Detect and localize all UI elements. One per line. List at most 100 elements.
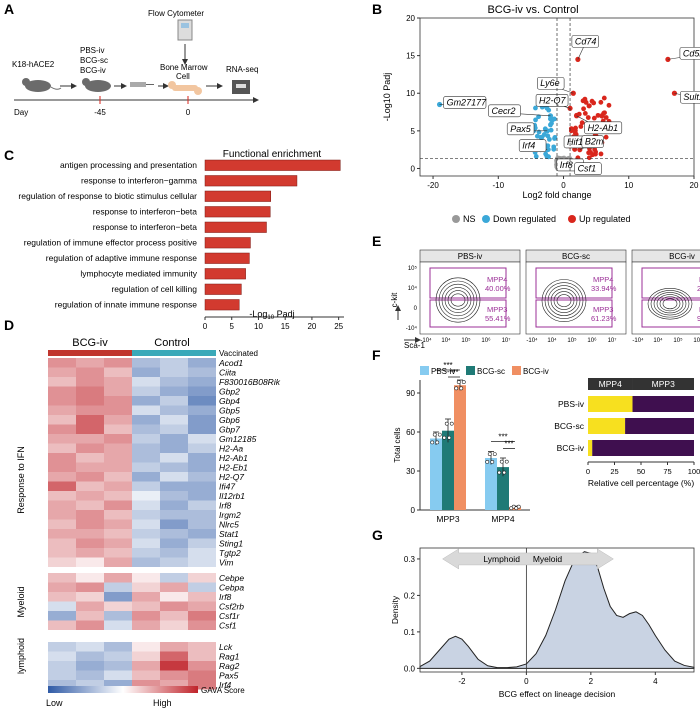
heatmap-cell [132,453,160,463]
heatmap-cell [160,415,188,425]
flow-x-tick-label: 10⁶ [587,337,597,344]
heatmap-cell [48,462,76,472]
volcano-axes: -20 -10 0 10 20 0 5 10 15 20 [406,14,699,190]
heatmap-cell [160,573,188,583]
heatmap-cell [188,500,216,510]
heatmap-cell [104,462,132,472]
heatmap-cell [76,538,104,548]
f1-x-tick-label: MPP4 [491,514,514,524]
volcano-label-box [679,47,700,60]
panel-b-volcano: BCG-iv vs. Control Cd5l Cd74 Ly6e Gm27177 Su… [382,4,700,224]
treatment-label-2: BCG-sc [80,56,108,65]
f1-dot [459,386,464,391]
heatmap-cell [188,642,216,652]
f1-dot [499,459,504,464]
volcano-point-down [533,105,538,111]
heatmap-gene-label: H2-Aa [219,444,243,454]
heatmap-group-control: Control [154,337,189,349]
heatmap-cell [160,592,188,602]
heatmap-gene-labels: Acod1CiitaF830016B08RikGbp2Gbp4Gbp5Gbp6G… [218,358,281,690]
heatmap-gene-label: Gbp2 [219,387,240,397]
flow-contour [556,294,572,307]
heatmap-cell [132,611,160,621]
f1-dot [447,435,452,440]
f2-bar-segment [625,418,694,434]
f1-dot [497,470,502,475]
flow-y-tick-label: -10⁴ [406,325,418,332]
enrichment-title: Functional enrichment [223,149,322,160]
f1-y-tick-label: 30 [406,467,415,476]
volcano-point-up [606,102,612,108]
heatmap-cell [188,481,216,491]
heatmap-cell [48,415,76,425]
heatmap-cell [160,680,188,690]
volcano-point-labeled [544,128,550,134]
volcano-gene-label: Cd5l [683,48,700,58]
heatmap-cell [76,434,104,444]
enrichment-bar [204,159,341,171]
heatmap-cell [160,367,188,377]
enrichment-bar [204,252,250,264]
volcano-gene-label: Cecr2 [491,106,515,116]
heatmap-cell [188,538,216,548]
volcano-gene-label: B2m [585,137,604,147]
volcano-gene-label: H2-Q7 [539,95,567,105]
volcano-point-up [578,124,584,129]
heatmap-cell [132,415,160,425]
volcano-point-up [598,151,604,157]
flow-y-tick-label: 0 [414,306,418,312]
heatmap-gene-label: Irf4 [219,680,232,690]
volcano-x-tick-label: -10 [493,181,505,190]
heatmap-gene-label: Gm12185 [219,434,257,444]
heatmap-legend-low: Low [46,698,63,708]
flow-contour [547,285,581,316]
heatmap-cell [160,377,188,387]
flow-contour [441,283,475,317]
enrichment-x-tick-label: 0 [203,322,208,331]
flow-x-tick-label: 10⁵ [673,337,683,344]
flow-panel-title: BCG-sc [562,252,590,261]
timeline-day-label: Day [14,108,28,117]
heatmap-cell [132,557,160,567]
enrichment-x-tick-label: 10 [254,322,263,331]
flow-contour [544,282,584,319]
heatmap-cell [48,453,76,463]
heatmap-cell [160,529,188,539]
heatmap-cell [104,601,132,611]
heatmap-cell [160,670,188,680]
heatmap-cell [160,358,188,368]
f1-y-tick-label: 0 [411,506,416,515]
heatmap-cell [76,405,104,415]
heatmap-gene-label: Stat1 [219,529,239,539]
heatmap-gene-label: H2-Q7 [219,472,244,482]
panel-letter-d: D [4,317,14,333]
heatmap-cell [160,548,188,558]
heatmap-cell [188,651,216,661]
f1-x-tick-label: MPP3 [436,514,459,524]
bone-icon [168,81,202,95]
enrichment-bar [204,206,271,218]
heatmap-cell [104,415,132,425]
f1-sig-label: *** [504,440,513,449]
heatmap-gene-label: Gbp4 [219,396,240,406]
heatmap-cell [48,592,76,602]
heatmap-cell [188,620,216,630]
enrichment-bar [204,283,242,295]
heatmap-cell [132,491,160,501]
heatmap-gene-label: Cebpe [219,573,244,583]
f1-dot [461,380,466,384]
heatmap-gene-label: Lck [219,642,233,652]
heatmap-cell [132,367,160,377]
heatmap-cell [188,472,216,482]
volcano-label-box [506,122,535,136]
heatmap-gene-label: F830016B08Rik [219,377,281,387]
heatmap-cell [76,592,104,602]
heatmap-cell [160,557,188,567]
enrichment-x-tick-label: 20 [307,322,316,331]
f2-header-label: MPP4 [599,379,622,389]
volcano-gene-label: Irf4 [522,141,535,151]
flow-gate-mpp4 [535,267,613,299]
heatmap-cell [160,620,188,630]
heatmap-cell [104,481,132,491]
heatmap-cell [132,642,160,652]
